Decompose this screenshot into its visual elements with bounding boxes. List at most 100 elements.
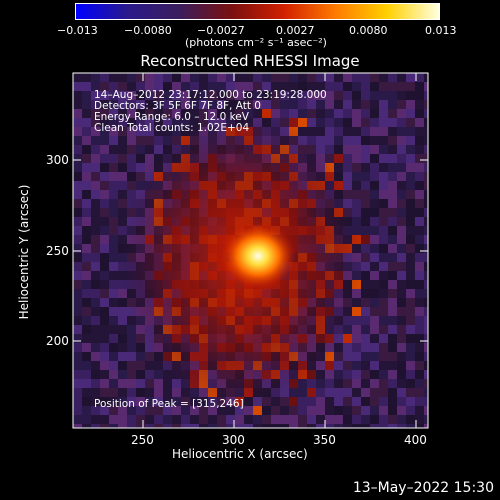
image-pixel bbox=[406, 82, 415, 91]
image-pixel bbox=[343, 379, 352, 388]
image-pixel bbox=[82, 217, 91, 226]
image-pixel bbox=[280, 406, 289, 415]
image-pixel bbox=[415, 208, 424, 217]
image-pixel bbox=[91, 262, 100, 271]
image-pixel bbox=[100, 91, 109, 100]
image-pixel bbox=[118, 379, 127, 388]
image-pixel bbox=[388, 118, 397, 127]
image-pixel bbox=[334, 352, 343, 361]
image-pixel bbox=[271, 109, 280, 118]
image-pixel bbox=[352, 307, 361, 316]
image-pixel bbox=[406, 415, 415, 424]
image-pixel bbox=[415, 370, 424, 379]
image-pixel bbox=[370, 415, 379, 424]
image-pixel bbox=[361, 199, 370, 208]
colorbar-tick-label: −0.0080 bbox=[124, 24, 172, 37]
image-pixel bbox=[361, 172, 370, 181]
image-pixel bbox=[415, 343, 424, 352]
image-pixel bbox=[136, 397, 145, 406]
image-pixel bbox=[100, 280, 109, 289]
image-pixel bbox=[109, 217, 118, 226]
image-pixel bbox=[379, 100, 388, 109]
image-pixel bbox=[406, 262, 415, 271]
image-pixel bbox=[109, 145, 118, 154]
image-pixel bbox=[370, 352, 379, 361]
image-pixel bbox=[82, 235, 91, 244]
image-pixel bbox=[406, 154, 415, 163]
image-pixel bbox=[343, 415, 352, 424]
image-pixel bbox=[424, 145, 428, 154]
image-pixel bbox=[388, 199, 397, 208]
image-pixel bbox=[370, 172, 379, 181]
image-pixel bbox=[397, 307, 406, 316]
image-pixel bbox=[289, 118, 298, 127]
image-pixel bbox=[100, 262, 109, 271]
image-pixel bbox=[118, 343, 127, 352]
image-pixel bbox=[352, 82, 361, 91]
image-pixel bbox=[298, 82, 307, 91]
image-pixel bbox=[415, 325, 424, 334]
image-pixel bbox=[208, 415, 217, 424]
image-pixel bbox=[82, 118, 91, 127]
image-pixel bbox=[73, 190, 82, 199]
image-pixel bbox=[208, 424, 217, 428]
image-pixel bbox=[352, 397, 361, 406]
image-pixel bbox=[307, 91, 316, 100]
image-pixel bbox=[370, 190, 379, 199]
image-pixel bbox=[217, 424, 226, 428]
image-pixel bbox=[379, 253, 388, 262]
image-pixel bbox=[289, 397, 298, 406]
image-pixel bbox=[415, 361, 424, 370]
image-pixel bbox=[415, 352, 424, 361]
image-pixel bbox=[370, 163, 379, 172]
image-pixel bbox=[82, 100, 91, 109]
image-pixel bbox=[334, 361, 343, 370]
image-pixel bbox=[82, 226, 91, 235]
image-pixel bbox=[325, 388, 334, 397]
image-pixel bbox=[208, 109, 217, 118]
image-pixel bbox=[388, 91, 397, 100]
image-pixel bbox=[181, 397, 190, 406]
image-pixel bbox=[154, 370, 163, 379]
image-pixel bbox=[154, 73, 163, 82]
image-pixel bbox=[181, 73, 190, 82]
image-pixel bbox=[424, 397, 428, 406]
image-pixel bbox=[73, 91, 82, 100]
image-pixel bbox=[154, 127, 163, 136]
image-pixel bbox=[118, 127, 127, 136]
image-pixel bbox=[136, 352, 145, 361]
image-pixel bbox=[379, 370, 388, 379]
image-pixel bbox=[253, 82, 262, 91]
image-pixel bbox=[73, 280, 82, 289]
image-pixel bbox=[379, 361, 388, 370]
image-pixel bbox=[388, 109, 397, 118]
image-pixel bbox=[361, 361, 370, 370]
image-pixel bbox=[73, 136, 82, 145]
image-pixel bbox=[136, 370, 145, 379]
image-pixel bbox=[406, 334, 415, 343]
image-pixel bbox=[82, 361, 91, 370]
image-pixel bbox=[262, 91, 271, 100]
image-pixel bbox=[100, 325, 109, 334]
image-pixel bbox=[82, 343, 91, 352]
image-pixel bbox=[397, 118, 406, 127]
image-pixel bbox=[343, 397, 352, 406]
image-pixel bbox=[136, 118, 145, 127]
image-pixel bbox=[100, 181, 109, 190]
image-pixel bbox=[82, 127, 91, 136]
image-pixel bbox=[415, 244, 424, 253]
image-pixel bbox=[370, 244, 379, 253]
image-pixel bbox=[262, 100, 271, 109]
image-pixel bbox=[406, 370, 415, 379]
image-pixel bbox=[352, 352, 361, 361]
image-pixel bbox=[316, 91, 325, 100]
image-pixel bbox=[415, 307, 424, 316]
image-pixel bbox=[361, 217, 370, 226]
image-pixel bbox=[154, 109, 163, 118]
image-pixel bbox=[190, 91, 199, 100]
image-pixel bbox=[91, 370, 100, 379]
image-pixel bbox=[208, 82, 217, 91]
image-pixel bbox=[118, 352, 127, 361]
image-pixel bbox=[316, 370, 325, 379]
image-pixel bbox=[163, 127, 172, 136]
